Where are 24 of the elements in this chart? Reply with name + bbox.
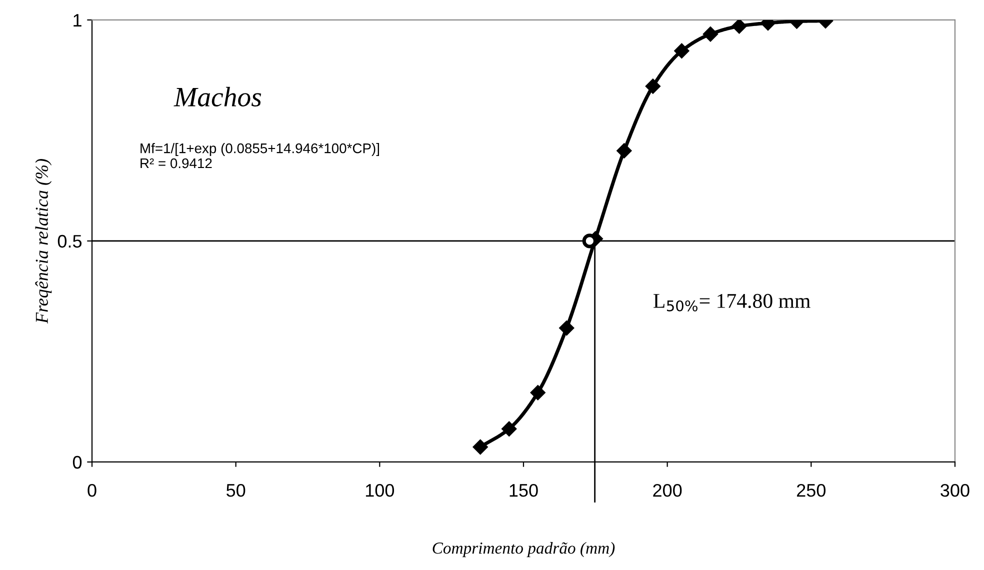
annotation: Mf=1/[1+exp (0.0855+14.946*100*CP)] R² = 0.9412 (140, 143, 380, 168)
x-tick-label: 200 (653, 484, 682, 497)
point (616, 143, 632, 158)
point (732, 20, 747, 34)
point (472, 439, 488, 455)
y-axis-title: Freqência relatica (%) (35, 158, 52, 324)
point (645, 78, 661, 94)
x-axis-title: Comprimento padrão (mm) (432, 542, 615, 558)
point (502, 421, 517, 436)
point (674, 43, 690, 58)
x-tick-label: 250 (796, 484, 826, 497)
x-tick-label: 50 (226, 484, 246, 497)
annotation: Machos (174, 86, 262, 106)
point (559, 320, 574, 336)
y-tick-label: 0 (72, 456, 82, 469)
x-tick-label: 150 (510, 484, 538, 497)
y-tick-label: 0.5 (58, 234, 82, 248)
y-tick-label: 1 (74, 14, 82, 26)
point (702, 26, 718, 42)
point (530, 385, 546, 400)
annotation: L$_{50%}$= 174.80 mm (654, 294, 810, 312)
x-tick-label: 100 (366, 484, 394, 497)
x-tick-label: 0 (88, 484, 96, 497)
x-tick-label: 300 (940, 484, 970, 497)
